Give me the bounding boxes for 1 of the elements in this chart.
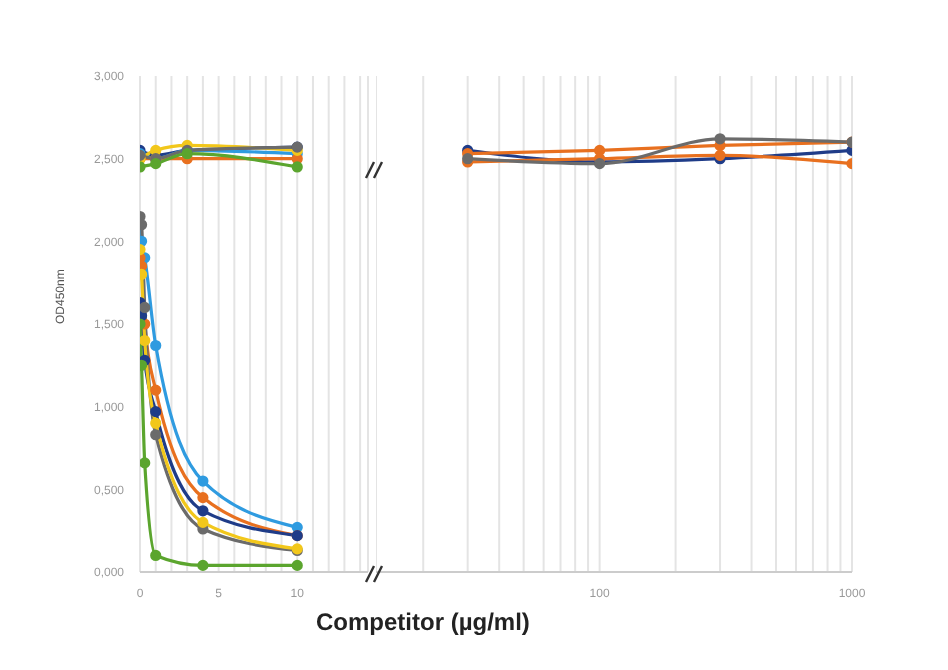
x-axis-title: Competitor (µg/ml) (316, 608, 530, 636)
